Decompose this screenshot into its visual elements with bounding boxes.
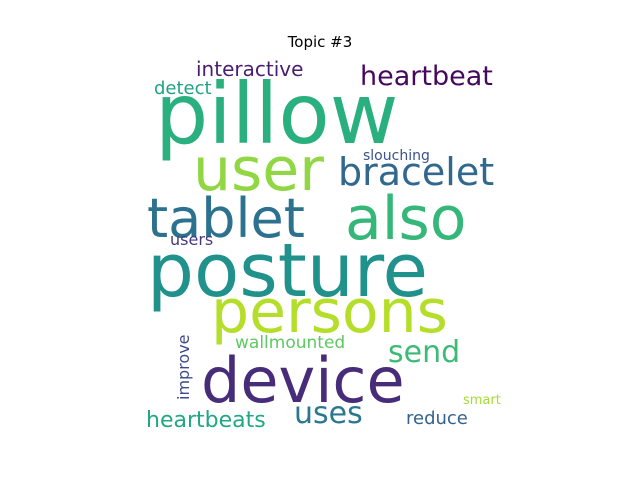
word-also: also: [345, 184, 466, 254]
word-uses: uses: [294, 396, 363, 431]
word-heartbeats: heartbeats: [146, 408, 266, 433]
word-wallmounted: wallmounted: [235, 333, 345, 353]
word-tablet: tablet: [147, 187, 305, 250]
word-heartbeat: heartbeat: [360, 61, 493, 92]
word-smart: smart: [463, 393, 501, 408]
word-user: user: [193, 135, 324, 205]
word-posture: posture: [147, 228, 428, 314]
word-pillow: pillow: [155, 65, 398, 163]
chart-title: Topic #3: [287, 33, 353, 51]
word-persons: persons: [211, 277, 448, 347]
word-bracelet: bracelet: [338, 150, 494, 194]
word-interactive: interactive: [196, 57, 303, 81]
word-send: send: [388, 335, 460, 370]
word-slouching: slouching: [363, 148, 430, 164]
word-improve: improve: [174, 334, 193, 400]
word-detect: detect: [154, 78, 212, 99]
word-device: device: [201, 344, 405, 417]
word-users: users: [170, 230, 213, 249]
word-reduce: reduce: [406, 408, 468, 429]
